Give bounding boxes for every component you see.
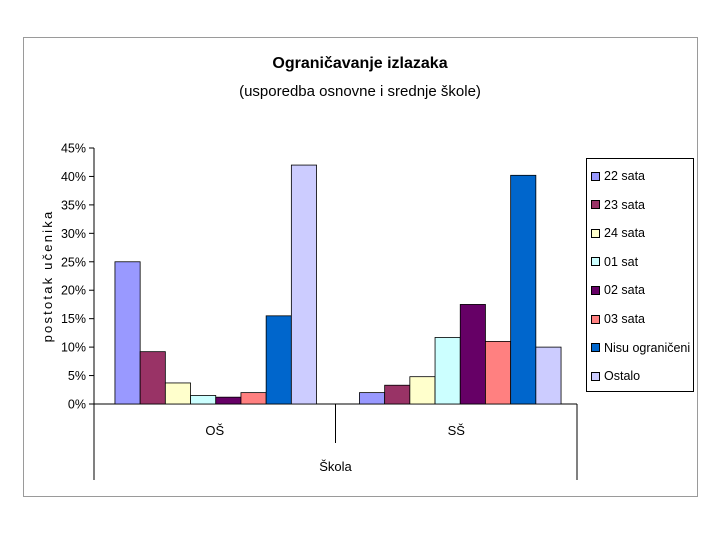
legend-label: 22 sata <box>604 169 646 183</box>
bar <box>139 351 166 405</box>
legend-item: Ostalo <box>591 367 640 385</box>
bar <box>215 396 242 405</box>
legend-swatch <box>591 200 600 210</box>
bar <box>359 392 386 405</box>
y-tick-label: 35% <box>61 198 86 212</box>
bar <box>240 392 267 405</box>
x-axis-title: Škola <box>319 459 352 474</box>
bar <box>265 315 292 405</box>
bar <box>459 304 486 405</box>
bar <box>535 346 562 405</box>
legend-label: Nisu ograničeni <box>604 340 691 355</box>
y-axis-title: postotak učenika <box>40 210 55 343</box>
y-tick-label: 40% <box>61 170 86 184</box>
y-tick-label: 5% <box>68 369 86 383</box>
bar <box>164 382 191 405</box>
y-tick-label: 45% <box>61 142 86 156</box>
legend-item: 24 sata <box>591 224 645 242</box>
legend-swatch <box>591 371 600 381</box>
legend-label: Ostalo <box>604 369 641 384</box>
legend-label: 03 sata <box>604 312 646 326</box>
legend-item: 02 sata <box>591 281 645 299</box>
x-category-label: SŠ <box>448 423 466 438</box>
legend-swatch <box>591 285 600 295</box>
chart-title: Ograničavanje izlazaka <box>272 55 448 72</box>
legend-item: 22 sata <box>591 167 645 185</box>
legend-swatch <box>591 228 600 238</box>
legend-swatch <box>591 171 600 181</box>
legend-item: 01 sat <box>591 253 638 271</box>
y-tick-label: 25% <box>61 255 86 269</box>
legend-item: 03 sata <box>591 310 645 328</box>
legend-label: 24 sata <box>604 226 646 241</box>
legend-label: 02 sata <box>604 283 646 298</box>
legend-swatch <box>591 257 600 267</box>
legend-swatch <box>591 343 600 353</box>
chart-subtitle: (usporedba osnovne i srednje škole) <box>239 83 481 100</box>
chart-legend: 22 sata 23 sata 24 sata 01 sat 02 sata 03 sat… <box>586 158 694 392</box>
bar <box>434 337 461 405</box>
legend-item: Nisu ograničeni <box>591 339 690 357</box>
bar <box>384 384 411 405</box>
y-tick-label: 10% <box>61 341 86 355</box>
legend-label: 01 sat <box>604 254 639 269</box>
y-tick-label: 0% <box>68 398 86 412</box>
bar <box>485 341 512 405</box>
bar <box>290 164 317 405</box>
legend-swatch <box>591 314 600 324</box>
legend-label: 23 sata <box>604 197 646 212</box>
legend-item: 23 sata <box>591 196 645 214</box>
x-category-label: OŠ <box>205 423 224 438</box>
y-tick-label: 30% <box>61 227 86 241</box>
bar <box>409 376 436 405</box>
y-tick-label: 15% <box>61 312 86 326</box>
bar <box>114 261 141 405</box>
bar <box>510 174 537 405</box>
y-tick-label: 20% <box>61 284 86 298</box>
bar <box>190 395 217 405</box>
